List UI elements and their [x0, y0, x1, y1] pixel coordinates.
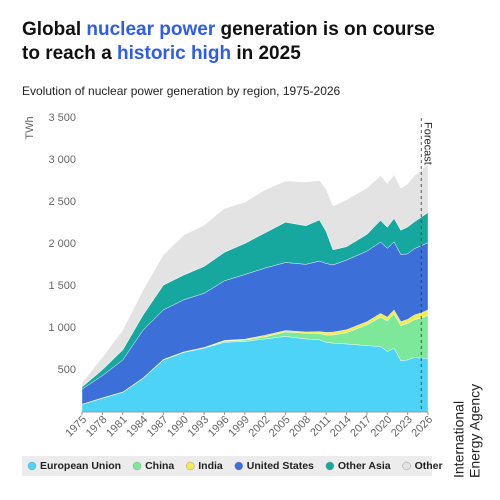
title-segment: generation is on course: [215, 19, 435, 40]
x-tick-label: 1987: [145, 414, 171, 440]
title-segment: Global: [22, 19, 86, 40]
legend-label: Other Asia: [338, 460, 391, 472]
y-tick-label: 3 500: [48, 112, 76, 124]
x-tick-label: 1990: [165, 414, 191, 440]
forecast-label: Forecast: [421, 122, 433, 165]
legend-label: Other: [415, 460, 443, 472]
x-tick-label: 2023: [389, 414, 415, 440]
x-tick-label: 2005: [267, 414, 293, 440]
legend-marker: [132, 461, 142, 471]
x-tick-label: 1984: [124, 414, 150, 440]
x-tick-label: 2017: [348, 414, 374, 440]
title-segment: historic high: [117, 43, 231, 64]
title-segment: nuclear power: [86, 19, 215, 40]
y-tick-label: 500: [58, 364, 76, 376]
legend-marker: [27, 461, 37, 471]
title-segment: to reach a: [22, 43, 117, 64]
y-tick-label: 1 500: [48, 280, 76, 292]
x-tick-label: 1981: [104, 414, 130, 440]
y-tick-label: 2 500: [48, 196, 76, 208]
x-tick-label: 2026: [409, 414, 435, 440]
x-tick-label: 2008: [287, 414, 313, 440]
y-axis-label: TWh: [24, 116, 36, 139]
legend-label: India: [198, 460, 223, 472]
title-segment: in 2025: [231, 43, 301, 64]
legend-marker: [325, 461, 335, 471]
x-tick-label: 1999: [226, 414, 252, 440]
source: International: [451, 401, 467, 478]
chart-title: to reach a historic high in 2025: [22, 43, 301, 64]
chart-subtitle: Evolution of nuclear power generation by…: [22, 84, 341, 98]
x-tick-label: 1993: [185, 414, 211, 440]
source: Energy Agency: [467, 384, 483, 478]
legend-marker: [402, 461, 411, 471]
y-tick-label: 2 000: [48, 238, 76, 250]
x-tick-label: 1975: [63, 414, 89, 440]
area: [81, 162, 429, 388]
legend-label: China: [145, 460, 174, 472]
x-tick-label: 2020: [369, 414, 395, 440]
x-tick-label: 1996: [206, 414, 232, 440]
legend-box: [22, 456, 432, 476]
x-tick-label: 2011: [308, 414, 333, 439]
x-tick-label: 2014: [328, 414, 354, 440]
legend-label: European Union: [40, 460, 121, 472]
legend-marker: [234, 461, 243, 471]
chart-title: Global nuclear power generation is on co…: [22, 19, 435, 40]
legend-marker: [186, 461, 195, 471]
legend-label: United States: [247, 460, 314, 472]
x-tick-label: 1978: [84, 414, 110, 440]
y-tick-label: 3 000: [48, 154, 76, 166]
y-tick-label: 1 000: [48, 322, 76, 334]
x-tick-label: 2002: [247, 414, 273, 440]
